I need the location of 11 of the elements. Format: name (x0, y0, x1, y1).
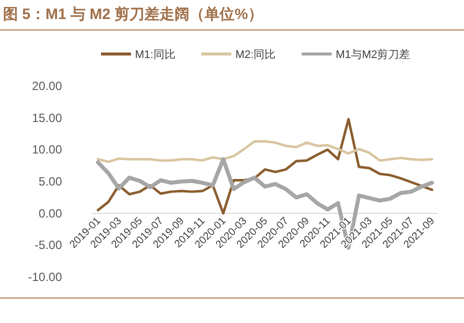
legend-label: M2:同比 (235, 48, 276, 61)
y-tick-label: 20.00 (32, 79, 62, 93)
y-tick-label: 15.00 (32, 110, 62, 125)
y-tick-label: -10.00 (28, 270, 62, 284)
y-tick-label: 0.00 (38, 206, 62, 220)
y-tick-label: 10.00 (32, 142, 62, 157)
y-tick-label: -5.00 (34, 238, 62, 252)
title: 图 5：M1 与 M2 剪刀差走阔（单位%） (3, 6, 264, 23)
legend-label: M1与M2剪刀差 (336, 48, 410, 61)
y-tick-label: 5.00 (38, 174, 62, 188)
legend-label: M1:同比 (135, 48, 176, 61)
